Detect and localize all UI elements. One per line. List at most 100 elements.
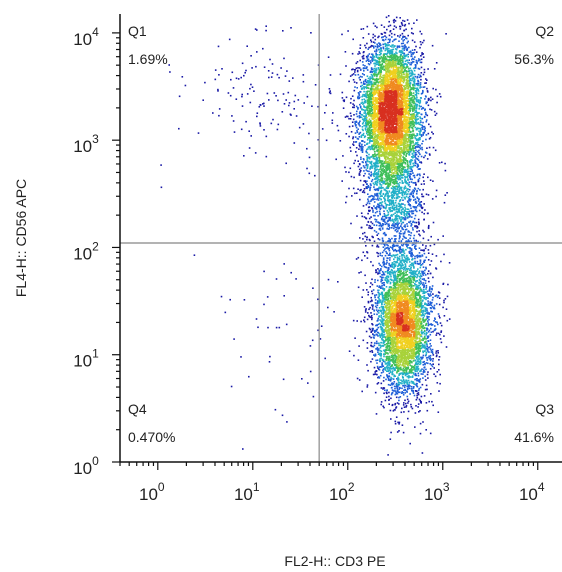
scatter-point (406, 385, 408, 388)
scatter-point (376, 285, 379, 287)
scatter-point (365, 154, 368, 157)
scatter-point (376, 77, 378, 80)
scatter-point (377, 376, 379, 379)
scatter-point (262, 47, 264, 50)
scatter-point (358, 94, 361, 96)
scatter-point (373, 71, 376, 73)
scatter-point (393, 385, 396, 388)
scatter-point (420, 58, 423, 61)
scatter-point (366, 236, 368, 238)
scatter-point (410, 365, 413, 367)
scatter-point (394, 256, 396, 259)
scatter-point (394, 274, 396, 276)
scatter-point (397, 195, 399, 197)
scatter-point (394, 174, 397, 177)
scatter-point (408, 271, 411, 274)
scatter-point (389, 38, 391, 41)
scatter-point (419, 369, 422, 372)
scatter-point (390, 286, 392, 288)
scatter-point (422, 91, 424, 93)
scatter-point (380, 345, 382, 347)
scatter-point (370, 89, 373, 91)
scatter-point (354, 192, 356, 195)
scatter-point (374, 193, 376, 195)
scatter-point (364, 44, 366, 47)
scatter-point (409, 143, 411, 146)
scatter-point (408, 170, 410, 173)
scatter-point (415, 121, 418, 123)
scatter-point (381, 239, 384, 241)
scatter-point (420, 135, 423, 138)
scatter-point (394, 287, 396, 290)
scatter-point (388, 237, 390, 240)
scatter-point (411, 244, 414, 246)
scatter-point (378, 298, 380, 300)
scatter-point (389, 384, 392, 386)
scatter-point (403, 218, 405, 221)
scatter-point (369, 147, 371, 149)
scatter-point (408, 147, 411, 149)
scatter-point (414, 156, 416, 158)
scatter-point (343, 99, 346, 101)
scatter-point (371, 351, 374, 353)
scatter-point (409, 92, 411, 95)
scatter-point (406, 173, 409, 176)
scatter-point (339, 140, 342, 142)
scatter-point (376, 181, 379, 184)
scatter-point (362, 140, 364, 142)
scatter-point (413, 273, 416, 275)
scatter-point (400, 273, 402, 276)
scatter-point (379, 182, 381, 185)
scatter-point (372, 157, 375, 160)
scatter-point (394, 283, 396, 285)
scatter-point (400, 57, 402, 60)
scatter-point (356, 137, 359, 140)
scatter-point (409, 385, 411, 387)
scatter-point (444, 162, 446, 165)
scatter-point (364, 111, 367, 114)
scatter-point (416, 390, 418, 392)
scatter-point (401, 372, 403, 374)
scatter-point (361, 84, 364, 87)
scatter-point (417, 393, 420, 396)
scatter-point (410, 273, 413, 275)
scatter-point (412, 76, 414, 78)
scatter-point (420, 183, 423, 185)
scatter-point (419, 83, 422, 86)
scatter-point (418, 177, 421, 180)
scatter-point (360, 102, 363, 104)
scatter-point (406, 211, 409, 213)
scatter-point (426, 79, 428, 81)
scatter-point (421, 332, 423, 335)
scatter-point (415, 248, 417, 250)
scatter-point (415, 142, 418, 145)
scatter-point (410, 63, 412, 66)
scatter-point (417, 79, 419, 82)
scatter-point (415, 93, 418, 96)
scatter-point (401, 24, 404, 27)
scatter-point (306, 95, 309, 98)
scatter-point (412, 78, 414, 80)
scatter-point (401, 257, 403, 259)
scatter-point (386, 280, 388, 283)
scatter-point (407, 193, 409, 195)
scatter-point (369, 183, 372, 185)
scatter-point (379, 175, 381, 178)
scatter-point (408, 231, 411, 233)
scatter-point (418, 222, 420, 224)
scatter-point (376, 174, 378, 176)
scatter-point (404, 372, 406, 375)
scatter-point (370, 200, 372, 202)
scatter-point (394, 202, 397, 204)
scatter-point (377, 145, 380, 147)
scatter-point (423, 336, 426, 338)
scatter-point (438, 303, 441, 306)
scatter-point (372, 334, 375, 336)
scatter-point (377, 72, 380, 74)
scatter-point (399, 187, 402, 190)
scatter-point (353, 89, 356, 92)
scatter-point (384, 35, 386, 37)
scatter-point (395, 364, 397, 367)
scatter-point (379, 275, 382, 278)
scatter-point (423, 249, 425, 251)
